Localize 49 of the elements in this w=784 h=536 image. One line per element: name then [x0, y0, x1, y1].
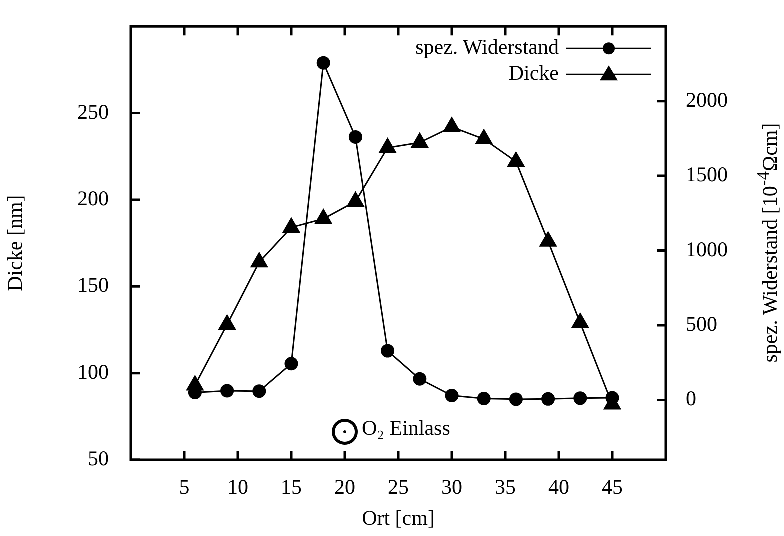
- y-tick-label: 100: [78, 360, 109, 384]
- x-tick-label: 40: [548, 475, 570, 500]
- point: [186, 376, 204, 391]
- point: [542, 392, 556, 406]
- x-axis-title: Ort [cm]: [362, 506, 435, 530]
- point: [381, 344, 395, 358]
- point: [252, 384, 266, 398]
- y-tick-label: 200: [78, 186, 109, 210]
- point: [411, 133, 428, 148]
- point: [316, 56, 330, 70]
- point: [477, 392, 491, 406]
- x-tick-label: 5: [179, 475, 190, 500]
- point: [348, 130, 362, 144]
- point: [284, 357, 298, 371]
- annotation: O₂ Einlass: [362, 416, 450, 440]
- x-tick-label: 20: [334, 475, 356, 500]
- y-tick-label: 50: [88, 446, 109, 471]
- legend-label: Dicke: [508, 61, 559, 86]
- point: [413, 372, 427, 386]
- point: [509, 392, 523, 406]
- y-tick-label: 250: [78, 100, 109, 124]
- x-tick-label: 30: [442, 475, 462, 500]
- x-tick-label: 45: [602, 475, 623, 500]
- y2-tick-label: 1000: [686, 237, 728, 262]
- x-tick-label: 35: [495, 475, 516, 500]
- point: [250, 252, 268, 268]
- point: [379, 138, 396, 154]
- point: [574, 392, 588, 406]
- legend-label: spez. Widerstand: [416, 35, 560, 60]
- x-tick-label: 10: [228, 475, 248, 500]
- y2-tick-label: 2000: [686, 88, 728, 112]
- point: [282, 218, 300, 233]
- point: [540, 232, 557, 247]
- point: [445, 388, 459, 402]
- point: [315, 209, 332, 224]
- x-tick-label: 25: [388, 475, 409, 500]
- y2-tick-label: 1500: [686, 162, 728, 187]
- x-tick-label: 15: [281, 475, 302, 500]
- y2-tick-label: 0: [686, 386, 696, 411]
- point: [220, 384, 234, 398]
- y-tick-label: 150: [78, 273, 109, 298]
- point: [476, 130, 493, 145]
- point: [508, 152, 525, 168]
- y2-tick-label: 500: [686, 312, 718, 336]
- point: [218, 315, 236, 330]
- point: [572, 313, 589, 328]
- point: [347, 192, 364, 207]
- point: [443, 117, 461, 132]
- y-axis-title: Dicke [nm]: [3, 195, 28, 292]
